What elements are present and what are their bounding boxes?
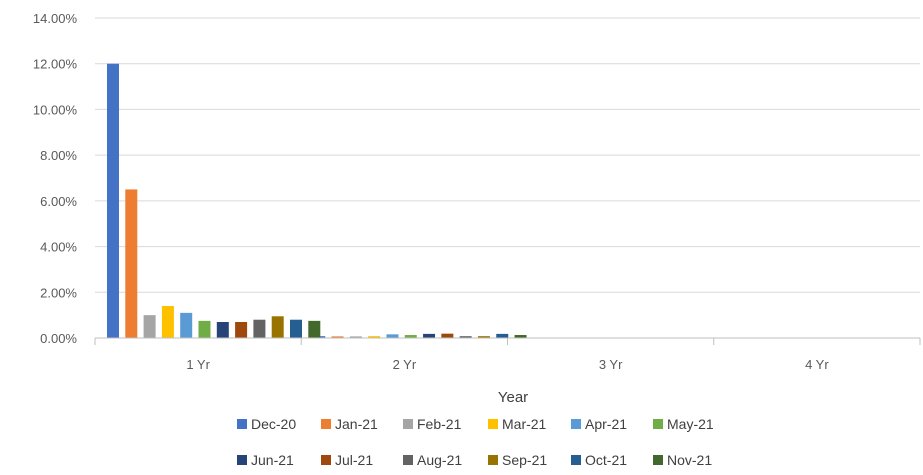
y-tick-label: 14.00% <box>33 11 78 26</box>
bar <box>107 63 119 338</box>
legend-swatch <box>571 455 581 465</box>
bar <box>143 315 156 338</box>
x-tick-label: 4 Yr <box>805 357 829 372</box>
legend-swatch <box>321 455 331 465</box>
legend-swatch <box>403 455 413 465</box>
x-axis-title: Year <box>498 389 528 406</box>
y-tick-label: 10.00% <box>33 102 78 117</box>
legend-label: Oct-21 <box>585 452 627 468</box>
y-tick-label: 0.00% <box>40 331 77 346</box>
bar <box>368 336 381 338</box>
legend-label: May-21 <box>667 416 714 432</box>
bar <box>253 319 266 338</box>
legend-label: Nov-21 <box>667 452 712 468</box>
y-tick-label: 12.00% <box>33 57 78 72</box>
x-tick-label: 1 Yr <box>186 357 210 372</box>
bars <box>107 63 527 338</box>
bar <box>216 322 229 338</box>
bar <box>180 312 193 338</box>
legend-swatch <box>653 455 663 465</box>
y-tick-label: 2.00% <box>40 285 77 300</box>
bar <box>496 333 509 338</box>
bar <box>125 189 138 338</box>
x-axis <box>94 337 921 345</box>
bar <box>404 335 417 338</box>
legend-label: Jul-21 <box>335 452 373 468</box>
bar <box>161 306 174 338</box>
bar <box>477 336 490 338</box>
bar <box>441 333 454 338</box>
legend-swatch <box>237 419 247 429</box>
gridlines <box>95 17 920 293</box>
legend-label: Aug-21 <box>417 452 462 468</box>
bar <box>308 320 321 338</box>
legend-swatch <box>321 419 331 429</box>
y-tick-label: 6.00% <box>40 194 77 209</box>
legend-swatch <box>488 419 498 429</box>
bar <box>459 336 472 338</box>
bar <box>235 322 248 338</box>
legend-swatch <box>403 419 413 429</box>
bar <box>331 336 344 338</box>
legend-swatch <box>488 455 498 465</box>
y-tick-label: 8.00% <box>40 148 77 163</box>
y-tick-label: 4.00% <box>40 240 77 255</box>
legend-swatch <box>571 419 581 429</box>
legend-label: Apr-21 <box>585 416 627 432</box>
bar <box>386 334 399 338</box>
bar <box>514 335 527 338</box>
x-tick-label: 3 Yr <box>599 357 623 372</box>
bar <box>349 336 362 338</box>
legend-label: Mar-21 <box>502 416 547 432</box>
legend-label: Feb-21 <box>417 416 462 432</box>
bar <box>198 320 211 338</box>
x-tick-label: 2 Yr <box>393 357 417 372</box>
y-axis-ticks: 0.00% 2.00% 4.00% 6.00% 8.00% 10.00% 12.00% 14.… <box>33 11 78 346</box>
x-axis-ticks: 1 Yr 2 Yr 3 Yr 4 Yr <box>186 357 829 372</box>
bar <box>290 319 302 338</box>
legend-label: Jun-21 <box>251 452 294 468</box>
legend-label: Jan-21 <box>335 416 378 432</box>
legend-swatch <box>653 419 663 429</box>
legend-label: Dec-20 <box>251 416 296 432</box>
legend: Dec-20 Jan-21 Feb-21 Mar-21 Apr-21 May-21 Jun-… <box>237 416 714 468</box>
bar <box>271 316 284 338</box>
legend-swatch <box>237 455 247 465</box>
legend-label: Sep-21 <box>502 452 547 468</box>
bar <box>423 333 436 338</box>
